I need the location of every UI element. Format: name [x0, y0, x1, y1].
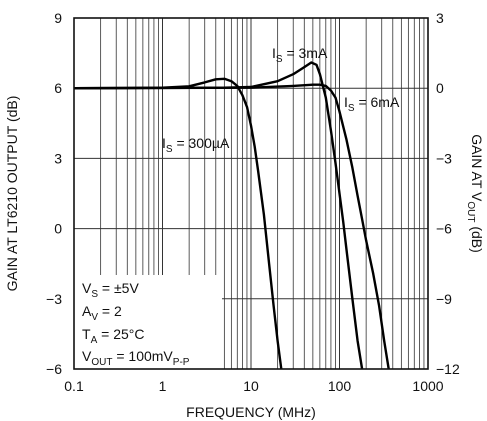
- condition-vout: VOUT = 100mVP-P: [82, 348, 190, 368]
- y-tick-label: −3: [46, 291, 62, 307]
- series-label-6ma: IS = 6mA: [344, 94, 400, 114]
- curve-6ma: [73, 83, 390, 370]
- y2-tick-label: 3: [436, 10, 444, 26]
- condition-vs-end: = ±5V: [98, 280, 139, 296]
- x-tick-label: 1: [159, 378, 167, 394]
- y2-axis-title-sub: OUT: [465, 201, 476, 222]
- series-label-6ma-main: I: [344, 94, 348, 110]
- series-label-3ma-main: I: [272, 45, 276, 61]
- y-tick-label: 9: [54, 10, 62, 26]
- condition-av: AV = 2: [82, 303, 122, 323]
- series-label-300ua-end: = 300µA: [173, 135, 230, 151]
- curve-300ua: [73, 77, 283, 370]
- series-label-300ua: IS = 300µA: [162, 135, 230, 155]
- condition-av-main: A: [82, 303, 92, 319]
- series-label-3ma: IS = 3mA: [272, 45, 328, 65]
- grid-lines: [73, 18, 428, 369]
- curves: [73, 61, 390, 370]
- condition-ta-main: T: [82, 326, 91, 342]
- series-label-300ua-sub: S: [166, 144, 173, 155]
- x-tick-label: 100: [328, 378, 352, 394]
- plot-frame: [73, 17, 429, 370]
- condition-vout-sub: OUT: [91, 357, 112, 368]
- y2-tick-label: −9: [436, 291, 452, 307]
- condition-vs-sub: S: [91, 289, 98, 300]
- x-tick-label: 0.1: [64, 378, 84, 394]
- conditions-box: [74, 275, 222, 369]
- y2-tick-label: −6: [436, 221, 452, 237]
- y-tick-label: 3: [54, 150, 62, 166]
- y-axis-title: GAIN AT LT6210 OUTPUT (dB): [4, 96, 20, 292]
- conditions-text: VS = ±5V AV = 2 TA = 25°C VOUT = 100mVP-…: [82, 280, 190, 368]
- condition-av-sub: V: [91, 312, 98, 323]
- y2-tick-label: −12: [436, 361, 460, 377]
- condition-vout-end-sub: P-P: [173, 357, 190, 368]
- condition-vs-main: V: [82, 280, 92, 296]
- y2-axis-title-end: (dB): [469, 222, 485, 252]
- y-tick-label: 0: [54, 221, 62, 237]
- condition-av-end: = 2: [98, 303, 122, 319]
- y2-tick-label: 0: [436, 80, 444, 96]
- y-tick-labels: −6 −3 0 3 6 9: [46, 10, 62, 377]
- condition-vout-end: = 100mV: [112, 348, 173, 364]
- x-tick-labels: 0.1 1 10 100 1000: [64, 378, 444, 394]
- x-axis-title: FREQUENCY (MHz): [186, 404, 316, 420]
- conditions-background: [74, 275, 222, 369]
- x-tick-label: 10: [243, 378, 259, 394]
- y2-tick-labels: −12 −9 −6 −3 0 3: [436, 10, 460, 377]
- y2-tick-label: −3: [436, 150, 452, 166]
- y2-axis-title: GAIN AT VOUT (dB): [465, 134, 485, 253]
- y-tick-label: 6: [54, 80, 62, 96]
- condition-vout-main: V: [82, 348, 92, 364]
- series-label-6ma-end: = 6mA: [355, 94, 400, 110]
- series-label-3ma-end: = 3mA: [283, 45, 328, 61]
- condition-ta-sub: A: [91, 335, 98, 346]
- y-tick-label: −6: [46, 361, 62, 377]
- series-label-300ua-main: I: [162, 135, 166, 151]
- condition-ta-end: = 25°C: [97, 326, 144, 342]
- series-label-3ma-sub: S: [276, 54, 283, 65]
- y2-axis-title-main: GAIN AT V: [469, 134, 485, 202]
- condition-vs: VS = ±5V: [82, 280, 139, 300]
- series-label-6ma-sub: S: [348, 103, 355, 114]
- x-tick-label: 1000: [412, 378, 443, 394]
- condition-ta: TA = 25°C: [82, 326, 144, 346]
